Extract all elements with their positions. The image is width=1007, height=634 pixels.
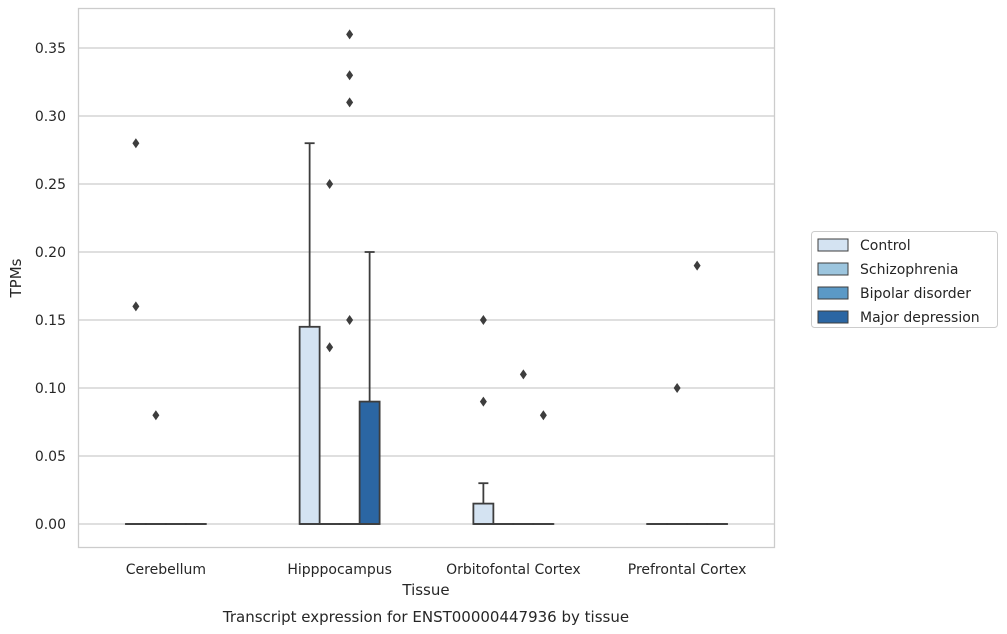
legend-swatch — [817, 310, 849, 324]
legend-swatch — [817, 238, 849, 252]
outlier-marker — [519, 369, 527, 380]
outlier-marker — [479, 315, 487, 325]
outlier-marker — [346, 315, 354, 325]
y-tick-label: 0.05 — [35, 449, 66, 465]
outlier-marker — [693, 260, 701, 271]
x-tick-labels: Cerebellum Hipppocampus Orbitofontal Corte… — [126, 562, 747, 578]
boxes-layer — [124, 142, 729, 525]
y-tick-label: 0.35 — [35, 41, 66, 57]
x-axis-label: Tissue — [401, 581, 449, 599]
x-tick-label: Hipppocampus — [287, 562, 392, 578]
legend-label: Bipolar disorder — [860, 286, 971, 302]
box-body — [472, 502, 495, 525]
x-tick-label: Cerebellum — [126, 562, 206, 578]
outlier-marker — [326, 179, 334, 189]
y-tick-label: 0.25 — [35, 177, 66, 193]
y-tick-label: 0.20 — [35, 245, 66, 261]
legend-swatch — [817, 262, 849, 276]
box-body — [298, 325, 321, 525]
x-tick-label: Prefrontal Cortex — [628, 562, 747, 578]
y-tick-labels: 0.00 0.05 0.10 0.15 0.20 0.25 0.30 0.35 — [35, 41, 66, 533]
legend-frame — [811, 231, 998, 328]
box-control — [298, 142, 321, 525]
outliers-layer — [132, 29, 701, 421]
outlier-marker — [132, 301, 140, 312]
y-tick-label: 0.10 — [35, 381, 66, 397]
legend-label: Major depression — [860, 310, 980, 326]
box-control — [472, 482, 495, 525]
outlier-marker — [346, 70, 354, 81]
grid-lines — [79, 47, 774, 525]
outlier-marker — [673, 383, 681, 393]
outlier-marker — [132, 138, 140, 149]
outlier-marker — [539, 410, 547, 421]
outlier-marker — [346, 29, 354, 40]
y-tick-label: 0.15 — [35, 313, 66, 329]
legend-swatch — [817, 286, 849, 300]
legend: Control Schizophrenia Bipolar disorder Majo… — [811, 231, 998, 328]
legend-label: Schizophrenia — [860, 262, 958, 278]
legend-label: Control — [860, 238, 911, 254]
plot-frame — [77, 7, 776, 549]
x-tick-label: Orbitofontal Cortex — [446, 562, 581, 578]
box-major-depression — [358, 251, 381, 525]
outlier-marker — [346, 97, 354, 108]
outlier-marker — [479, 396, 487, 407]
y-tick-label: 0.30 — [35, 109, 66, 125]
y-tick-label: 0.00 — [35, 517, 66, 533]
outlier-marker — [152, 410, 160, 421]
y-axis-label: TPMs — [7, 258, 25, 298]
chart-title: Transcript expression for ENST0000044793… — [222, 608, 629, 626]
box-body — [358, 400, 381, 525]
outlier-marker — [326, 342, 334, 353]
